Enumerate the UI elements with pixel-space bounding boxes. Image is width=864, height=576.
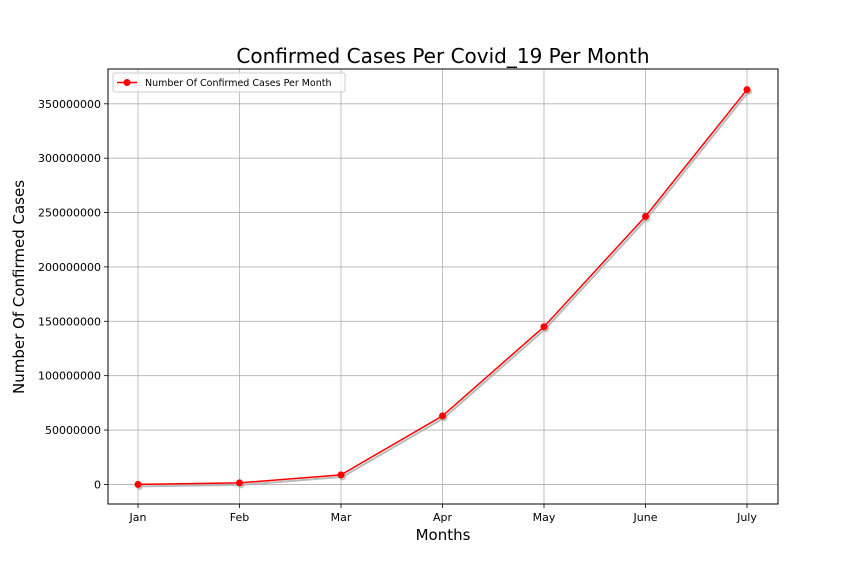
y-axis-ticks: 0 50000000 100000000 150000000 200000000 2500… bbox=[38, 98, 108, 491]
x-tick-label: Feb bbox=[230, 511, 249, 524]
chart-title: Confirmed Cases Per Covid_19 Per Month bbox=[236, 44, 649, 68]
x-tick-label: Mar bbox=[331, 511, 352, 524]
x-axis-label: Months bbox=[416, 526, 471, 544]
series-layer bbox=[134, 86, 752, 490]
data-point bbox=[540, 323, 548, 331]
y-tick-label: 350000000 bbox=[38, 98, 101, 111]
x-tick-label: June bbox=[633, 511, 658, 524]
y-tick-label: 200000000 bbox=[38, 261, 101, 274]
x-tick-label: Apr bbox=[433, 511, 453, 524]
series-shadow bbox=[139, 91, 750, 488]
x-tick-label: May bbox=[533, 511, 556, 524]
data-point bbox=[337, 471, 345, 479]
legend: Number Of Confirmed Cases Per Month bbox=[112, 72, 346, 93]
y-tick-label: 150000000 bbox=[38, 315, 101, 328]
y-tick-label: 50000000 bbox=[45, 424, 101, 437]
y-tick-label: 100000000 bbox=[38, 370, 101, 383]
plot-area-frame bbox=[107, 68, 779, 505]
data-point bbox=[743, 86, 751, 94]
y-tick-label: 250000000 bbox=[38, 207, 101, 220]
data-point bbox=[236, 479, 243, 487]
data-point bbox=[642, 212, 649, 220]
data-point bbox=[439, 412, 446, 420]
y-tick-label: 0 bbox=[94, 478, 101, 491]
legend-marker-swatch bbox=[123, 79, 131, 86]
grid bbox=[108, 69, 778, 504]
legend-label: Number Of Confirmed Cases Per Month bbox=[145, 78, 332, 89]
y-tick-label: 300000000 bbox=[38, 152, 101, 165]
x-tick-label: July bbox=[736, 511, 757, 524]
data-point bbox=[134, 480, 142, 488]
x-tick-label: Jan bbox=[129, 511, 147, 524]
y-axis-label: Number Of Confirmed Cases bbox=[10, 180, 28, 394]
x-axis-ticks: Jan Feb Mar Apr May June July bbox=[129, 504, 757, 524]
legend-box bbox=[112, 72, 346, 93]
